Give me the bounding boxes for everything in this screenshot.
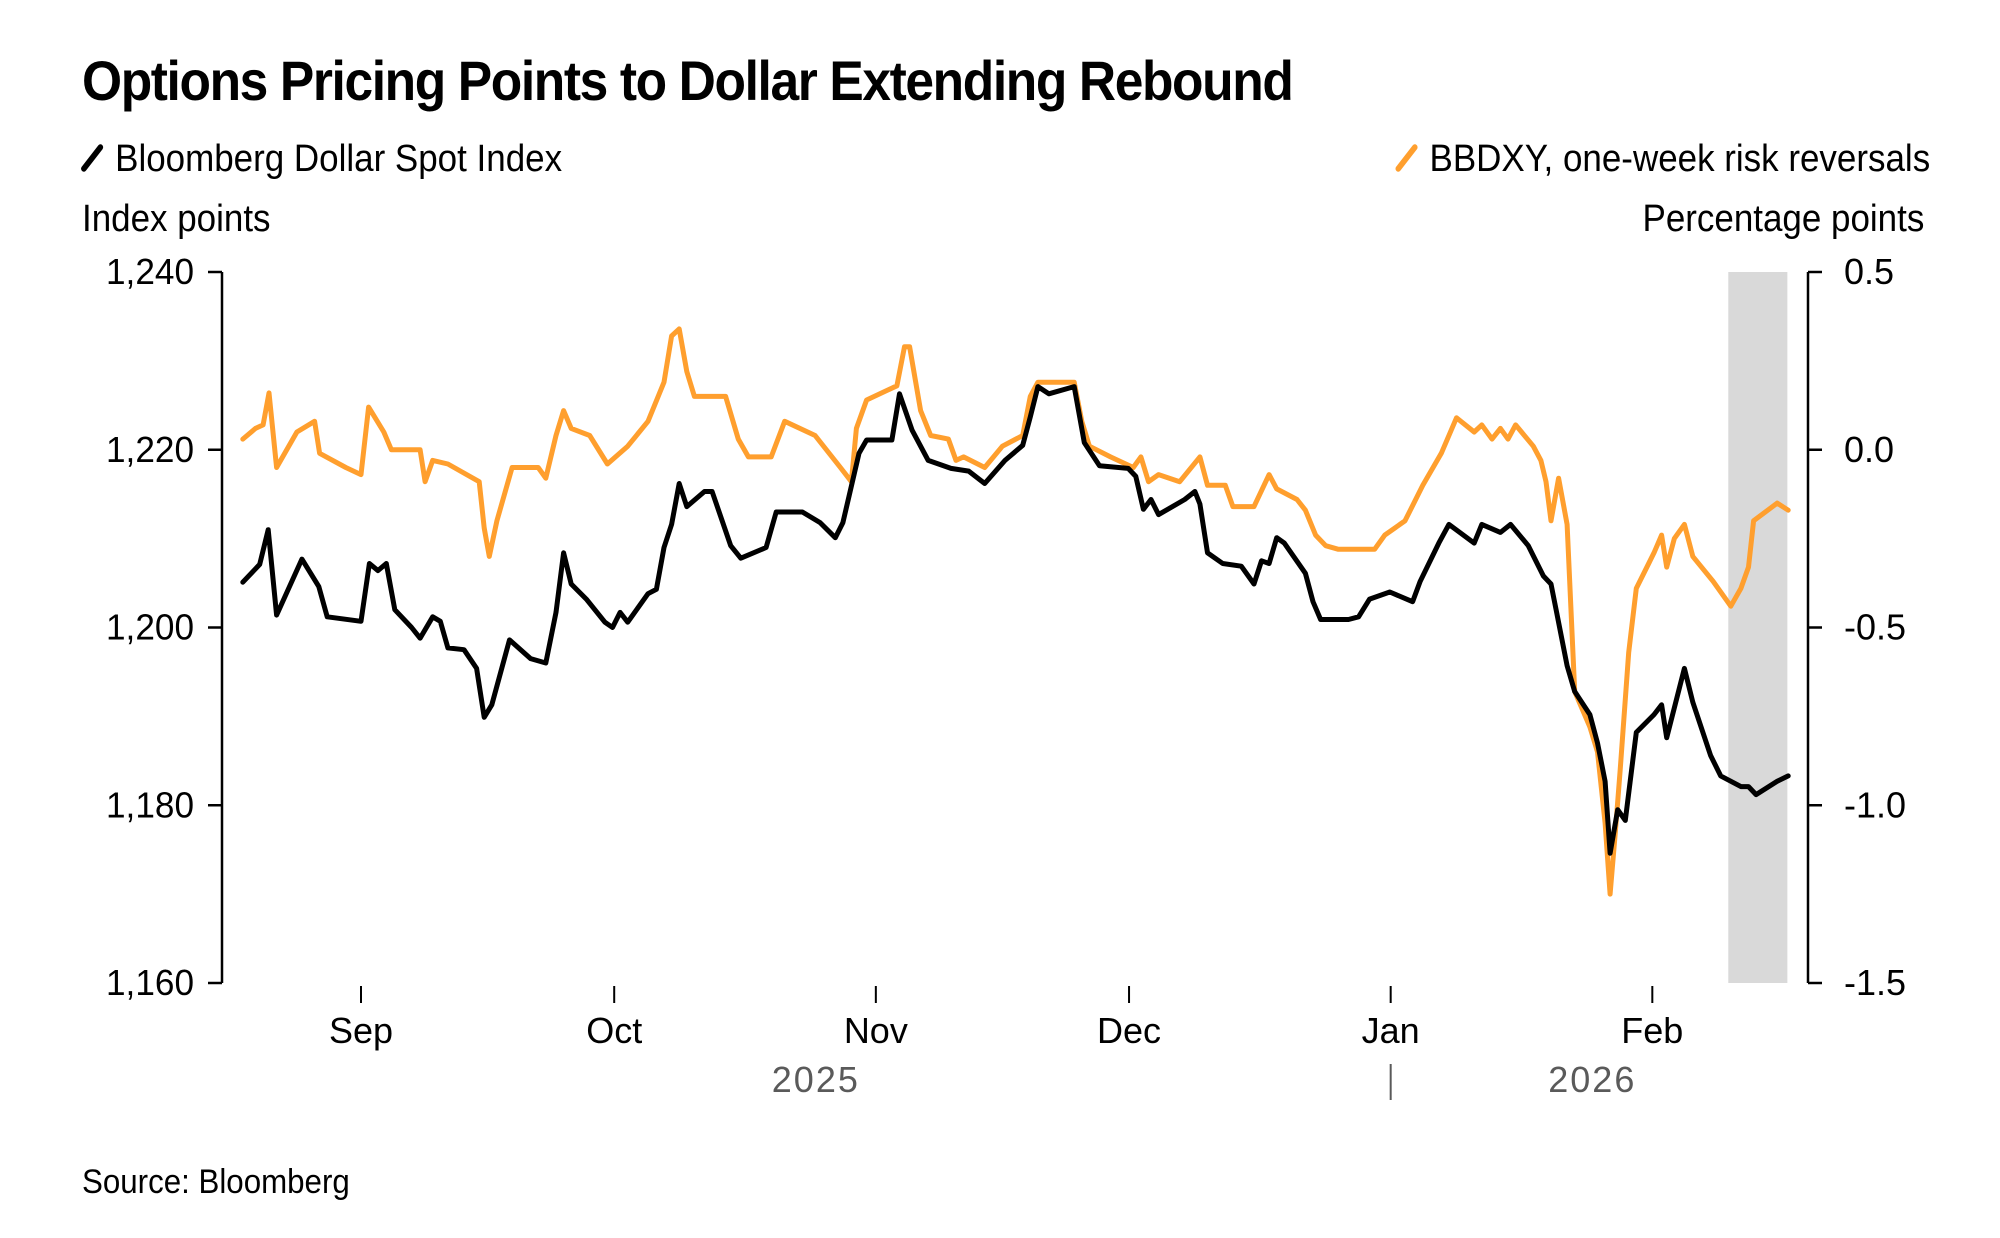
legend-item-risk-reversals: BBDXY, one-week risk reversals: [1394, 138, 1930, 181]
shaded-region: [1728, 272, 1788, 983]
legend-item-dollar-index: Bloomberg Dollar Spot Index: [79, 138, 563, 181]
right-axis-tick-label: 0.0: [1844, 429, 1894, 470]
right-axis-label: Percentage points: [1642, 198, 1924, 240]
left-axis-tick-label: 1,180: [106, 784, 194, 825]
series-line-dollar-index: [240, 384, 1791, 856]
year-label: 2026: [1548, 1059, 1636, 1100]
right-axis-tick-label: -1.0: [1844, 784, 1906, 825]
right-axis-tick-label: -0.5: [1844, 607, 1906, 648]
legend-label-dollar-index: Bloomberg Dollar Spot Index: [115, 138, 563, 180]
right-axis-tick-label: -1.5: [1844, 962, 1906, 1003]
x-axis-tick-label: Feb: [1621, 1010, 1683, 1051]
x-axis-tick-label: Sep: [329, 1010, 393, 1051]
left-axis-tick-label: 1,160: [106, 962, 194, 1003]
x-axis-tick-label: Nov: [844, 1010, 908, 1051]
left-axis-tick-label: 1,240: [106, 251, 194, 292]
right-axis-tick-label: 0.5: [1844, 251, 1894, 292]
source-note: Source: Bloomberg: [82, 1163, 350, 1201]
year-label: 2025: [772, 1059, 860, 1100]
left-axis-tick-label: 1,220: [106, 429, 194, 470]
x-axis-tick-label: Jan: [1362, 1010, 1420, 1051]
x-axis-tick-label: Oct: [586, 1010, 642, 1051]
chart-title: Options Pricing Points to Dollar Extendi…: [82, 49, 1294, 112]
left-axis-label: Index points: [82, 198, 271, 240]
x-axis-tick-label: Dec: [1097, 1010, 1161, 1051]
left-axis-tick-label: 1,200: [106, 607, 194, 648]
legend-label-risk-reversals: BBDXY, one-week risk reversals: [1429, 138, 1930, 180]
